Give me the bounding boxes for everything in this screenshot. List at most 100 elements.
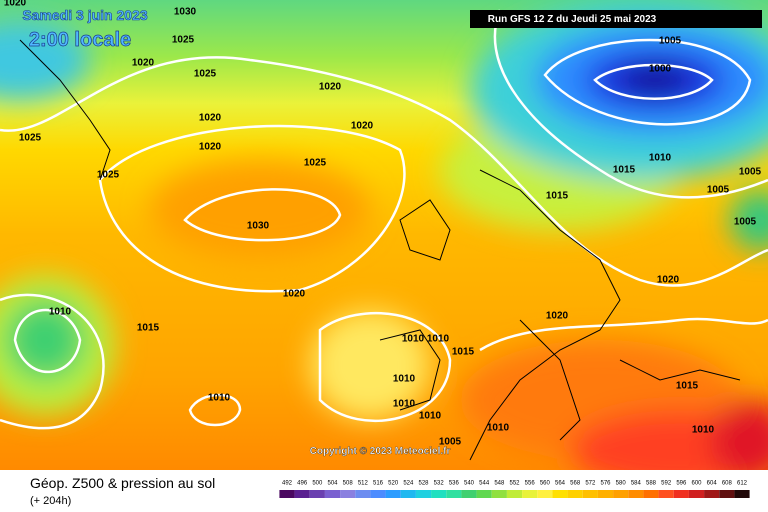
isobar-label: 1010	[427, 334, 450, 345]
isobar-label: 1020	[132, 58, 155, 69]
isobars	[0, 9, 768, 430]
scale-label: 596	[676, 481, 687, 487]
isobar-label: 1020	[546, 311, 569, 322]
scale-swatch	[628, 490, 644, 498]
isobar-label: 1005	[734, 217, 757, 228]
run-info: Run GFS 12 Z du Jeudi 25 mai 2023	[488, 14, 657, 25]
scale-swatch	[719, 490, 735, 498]
isobar-label: 1005	[659, 36, 682, 47]
scale-label: 564	[555, 481, 566, 487]
isobar-label: 1020	[4, 0, 27, 9]
scale-label: 608	[722, 481, 733, 487]
isobar-label: 1020	[199, 142, 222, 153]
scale-swatch	[567, 490, 583, 498]
isobar-label: 1010	[208, 393, 231, 404]
scale-label: 568	[570, 481, 581, 487]
scale-label: 500	[312, 481, 323, 487]
scale-swatch	[324, 490, 341, 498]
isobar-label: 1010	[692, 425, 715, 436]
scale-label: 544	[479, 481, 490, 487]
scale-swatch	[309, 490, 325, 498]
scale-swatch	[613, 490, 629, 498]
isobar-label: 1000	[649, 64, 672, 75]
scale-label: 612	[737, 481, 748, 487]
scale-swatch	[506, 490, 523, 498]
isobar-label: 1005	[439, 437, 462, 448]
isobar-label: 1025	[194, 69, 217, 80]
isobar-label: 1010	[393, 374, 416, 385]
isobar-label: 1025	[172, 35, 195, 46]
scale-label: 512	[358, 481, 369, 487]
scale-swatch	[400, 490, 416, 498]
scale-swatch	[476, 490, 492, 498]
scale-swatch	[431, 490, 447, 498]
isobar-label: 1010	[393, 399, 416, 410]
scale-label: 508	[343, 481, 354, 487]
scale-swatch	[279, 490, 295, 498]
isobar-label: 1020	[319, 82, 342, 93]
scale-swatch	[522, 490, 538, 498]
isobar-label: 1025	[304, 158, 327, 169]
scale-label: 492	[282, 481, 293, 487]
scale-label: 576	[600, 481, 611, 487]
isobar-label: 1010	[419, 411, 442, 422]
scale-label: 580	[616, 481, 627, 487]
scale-label: 520	[388, 481, 399, 487]
forecast-time: 2:00 locale	[29, 29, 131, 51]
legend-subtitle: (+ 204h)	[30, 495, 71, 507]
map-field: 1020 1030 1025 1020 1025 1020 1020 1020 1020 1025…	[0, 0, 768, 470]
isobar-label: 1030	[174, 7, 197, 18]
run-box	[470, 10, 762, 28]
scale-label: 560	[540, 481, 551, 487]
scale-label: 592	[661, 481, 672, 487]
color-scale: 492 496 500 504 508 512 516 520 524 528 532 536 540 5…	[279, 481, 750, 498]
scale-label: 588	[646, 481, 657, 487]
isobar-label: 1005	[739, 167, 762, 178]
scale-swatch	[446, 490, 462, 498]
isobar-label: 1020	[199, 113, 222, 124]
scale-swatch	[370, 490, 386, 498]
scale-label: 556	[525, 481, 536, 487]
scale-label: 504	[327, 481, 338, 487]
scale-label: 496	[297, 481, 308, 487]
scale-swatch	[734, 490, 750, 498]
scale-swatch	[643, 490, 659, 498]
isobar-label: 1015	[613, 165, 636, 176]
scale-swatch	[461, 490, 477, 498]
isobar-label: 1025	[19, 133, 42, 144]
isobar-label: 1030	[247, 221, 270, 232]
scale-swatch	[688, 490, 705, 498]
scale-label: 572	[585, 481, 596, 487]
scale-swatch	[537, 490, 553, 498]
isobar-label: 1020	[351, 121, 374, 132]
isobar-label: 1010	[49, 307, 72, 318]
isobar-label: 1010	[649, 153, 672, 164]
scale-swatch	[704, 490, 720, 498]
scale-label: 604	[707, 481, 718, 487]
scale-swatch	[355, 490, 371, 498]
scale-label: 552	[509, 481, 520, 487]
scale-label: 536	[449, 481, 460, 487]
scale-label: 516	[373, 481, 384, 487]
isobar-label: 1025	[97, 170, 120, 181]
isobar-label: 1010	[402, 334, 425, 345]
isobar-labels: 1020 1030 1025 1020 1025 1020 1020 1020 1020 1025…	[4, 0, 762, 448]
scale-label: 548	[494, 481, 505, 487]
scale-swatch	[491, 490, 507, 498]
scale-swatch	[597, 490, 614, 498]
isobar-label: 1020	[283, 289, 306, 300]
scale-label: 540	[464, 481, 475, 487]
scale-swatch	[673, 490, 689, 498]
copyright: Copyright © 2023 Meteociel.fr	[310, 446, 451, 457]
scale-swatch	[385, 490, 401, 498]
scale-label: 528	[418, 481, 429, 487]
scale-swatch	[294, 490, 310, 498]
scale-swatch	[340, 490, 356, 498]
isobar-label: 1015	[137, 323, 160, 334]
scale-swatch	[582, 490, 598, 498]
scale-label: 524	[403, 481, 414, 487]
scale-label: 600	[691, 481, 702, 487]
legend-title: Géop. Z500 & pression au sol	[30, 475, 215, 491]
scale-swatch	[552, 490, 568, 498]
